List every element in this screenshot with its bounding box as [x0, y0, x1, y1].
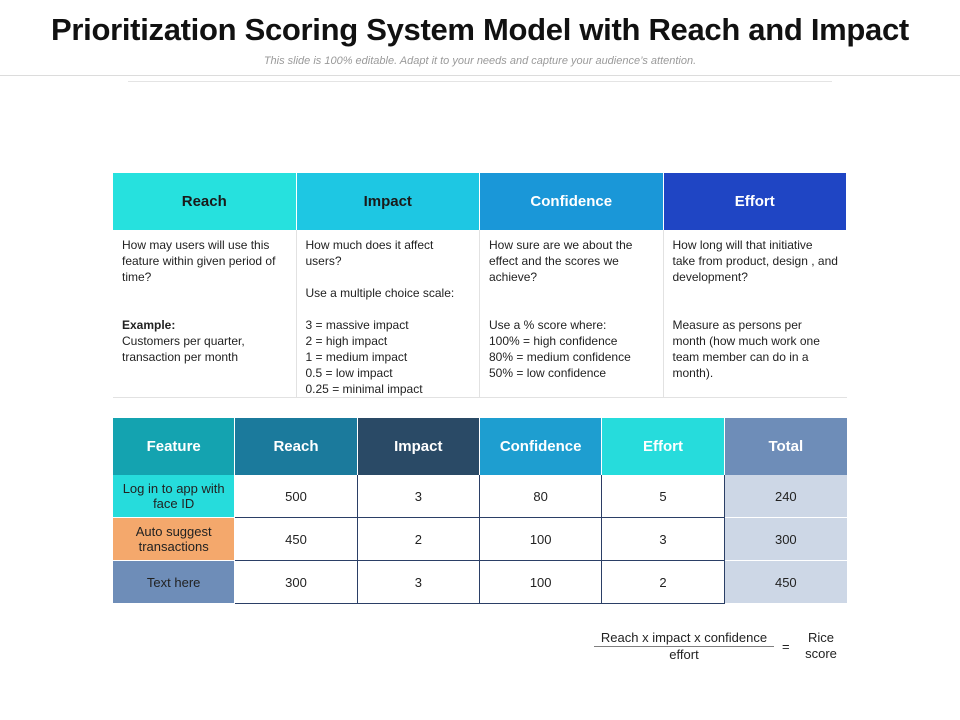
criteria-detail-line: 2 = high impact — [305, 334, 388, 348]
criteria-detail-line: 3 = massive impact — [305, 318, 409, 332]
criteria-question: How long will that initiative take from … — [672, 238, 838, 284]
example-title: Example: — [122, 318, 176, 332]
criteria-cell-confidence: How sure are we about the effect and the… — [480, 230, 664, 398]
effort-cell: 5 — [602, 475, 725, 518]
feature-cell: Text here — [113, 561, 236, 604]
criteria-header-effort: Effort — [663, 173, 847, 230]
criteria-detail-line: Customers per quarter, transaction per m… — [122, 334, 245, 364]
confidence-cell: 100 — [480, 518, 603, 561]
criteria-header-confidence: Confidence — [480, 173, 664, 230]
criteria-question: How sure are we about the effect and the… — [489, 238, 633, 284]
criteria-detail-line: 1 = medium impact — [305, 350, 408, 364]
criteria-detail-line: 0.25 = minimal impact — [305, 382, 423, 396]
criteria-header-impact: Impact — [296, 173, 480, 230]
scoring-table: Feature Reach Impact Confidence Effort T… — [113, 418, 847, 604]
scoring-header-confidence: Confidence — [480, 418, 603, 475]
page-title: Prioritization Scoring System Model with… — [51, 12, 909, 47]
subtitle-divider — [128, 81, 832, 82]
confidence-cell: 80 — [480, 475, 603, 518]
effort-cell: 3 — [602, 518, 725, 561]
criteria-table: Reach Impact Confidence Effort How may u… — [113, 173, 847, 398]
feature-cell: Log in to app with face ID — [113, 475, 236, 518]
scoring-header-effort: Effort — [602, 418, 725, 475]
criteria-detail-line: Measure as persons per month (how much w… — [672, 318, 820, 380]
confidence-cell: 100 — [480, 561, 603, 604]
criteria-detail-line: 80% = medium confidence — [489, 350, 631, 364]
criteria-cell-effort: How long will that initiative take from … — [663, 230, 847, 398]
reach-cell: 300 — [235, 561, 358, 604]
criteria-detail-line: 100% = high confidence — [489, 334, 618, 348]
feature-cell: Auto suggest transactions — [113, 518, 236, 561]
formula-numerator: Reach x impact x confidence — [600, 630, 768, 645]
effort-cell: 2 — [602, 561, 725, 604]
criteria-detail-line: 50% = low confidence — [489, 366, 607, 380]
equals-sign: = — [782, 639, 790, 654]
criteria-cell-reach: How may users will use this feature with… — [113, 230, 297, 398]
scoring-header-feature: Feature — [113, 418, 236, 475]
scoring-header-impact: Impact — [357, 418, 480, 475]
total-cell: 450 — [724, 561, 847, 604]
impact-cell: 3 — [357, 561, 480, 604]
total-cell: 240 — [724, 475, 847, 518]
scoring-header-total: Total — [724, 418, 847, 475]
criteria-scale-note: Use a multiple choice scale: — [305, 286, 455, 300]
reach-cell: 450 — [235, 518, 358, 561]
page-subtitle: This slide is 100% editable. Adapt it to… — [263, 55, 697, 67]
reach-cell: 500 — [235, 475, 358, 518]
criteria-cell-impact: How much does it affect users? Use a mul… — [296, 230, 480, 398]
total-cell: 300 — [724, 518, 847, 561]
criteria-detail-line: 0.5 = low impact — [305, 366, 393, 380]
rice-formula: Reach x impact x confidence effort = Ric… — [592, 630, 842, 670]
criteria-question: How may users will use this feature with… — [122, 238, 276, 284]
criteria-question: How much does it affect users? — [305, 238, 434, 268]
impact-cell: 2 — [357, 518, 480, 561]
formula-denominator: effort — [669, 647, 699, 662]
impact-cell: 3 — [357, 475, 480, 518]
criteria-detail-line: Use a % score where: — [489, 318, 607, 332]
scoring-header-reach: Reach — [235, 418, 358, 475]
title-divider — [0, 75, 960, 76]
formula-result: Rice score — [805, 630, 837, 661]
criteria-header-reach: Reach — [113, 173, 297, 230]
fraction-bar — [594, 646, 774, 647]
